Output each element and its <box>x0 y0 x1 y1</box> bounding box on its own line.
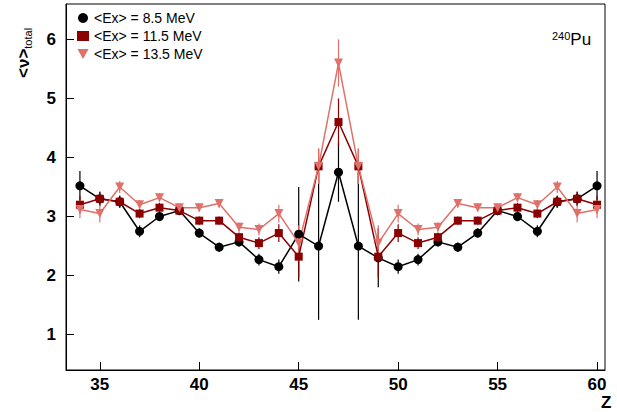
svg-text:40: 40 <box>190 375 209 394</box>
svg-text:<ν>: <ν> <box>14 49 33 78</box>
svg-text:240: 240 <box>552 30 570 42</box>
svg-text:<Ex> = 11.5 MeV: <Ex> = 11.5 MeV <box>94 28 202 44</box>
svg-text:35: 35 <box>90 375 109 394</box>
svg-text:total: total <box>22 28 34 49</box>
svg-text:5: 5 <box>47 89 56 108</box>
svg-text:6: 6 <box>47 30 56 49</box>
svg-text:45: 45 <box>289 375 308 394</box>
svg-text:<Ex> = 13.5 MeV: <Ex> = 13.5 MeV <box>94 46 203 62</box>
svg-text:1: 1 <box>47 325 56 344</box>
svg-text:2: 2 <box>47 266 56 285</box>
svg-text:<Ex> = 8.5 MeV: <Ex> = 8.5 MeV <box>94 10 195 26</box>
svg-text:60: 60 <box>588 375 607 394</box>
svg-text:4: 4 <box>47 148 57 167</box>
svg-text:Z: Z <box>601 393 611 412</box>
svg-text:3: 3 <box>47 207 56 226</box>
svg-text:50: 50 <box>389 375 408 394</box>
svg-text:55: 55 <box>488 375 507 394</box>
svg-text:Pu: Pu <box>570 30 591 49</box>
